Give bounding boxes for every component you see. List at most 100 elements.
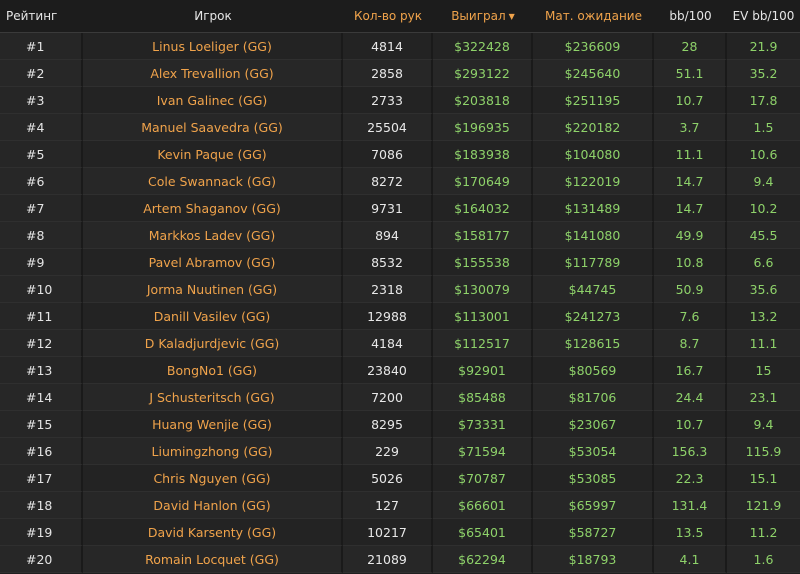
hands-count: 127 — [343, 492, 433, 519]
player-name-link[interactable]: Pavel Abramov (GG) — [83, 249, 343, 276]
player-name-link[interactable]: D Kaladjurdjevic (GG) — [83, 330, 343, 357]
rank-cell: #13 — [0, 357, 83, 384]
header-rank[interactable]: Рейтинг — [0, 0, 83, 33]
expected-value: $251195 — [533, 87, 654, 114]
bb100-value: 10.7 — [654, 411, 727, 438]
table-row[interactable]: #17 Chris Nguyen (GG) 5026 $70787 $53085 22.3… — [0, 465, 800, 492]
table-row[interactable]: #12 D Kaladjurdjevic (GG) 4184 $112517 $1286… — [0, 330, 800, 357]
rank-cell: #3 — [0, 87, 83, 114]
player-name-link[interactable]: Jorma Nuutinen (GG) — [83, 276, 343, 303]
evbb100-value: 9.4 — [727, 411, 800, 438]
bb100-value: 11.1 — [654, 141, 727, 168]
header-player[interactable]: Игрок — [83, 0, 343, 33]
won-amount: $92901 — [433, 357, 533, 384]
hands-count: 10217 — [343, 519, 433, 546]
expected-value: $53054 — [533, 438, 654, 465]
hands-count: 25504 — [343, 114, 433, 141]
table-row[interactable]: #13 BongNo1 (GG) 23840 $92901 $80569 16.7 15 — [0, 357, 800, 384]
bb100-value: 131.4 — [654, 492, 727, 519]
player-name-link[interactable]: Huang Wenjie (GG) — [83, 411, 343, 438]
won-amount: $66601 — [433, 492, 533, 519]
evbb100-value: 1.6 — [727, 546, 800, 573]
hands-count: 21089 — [343, 546, 433, 573]
expected-value: $18793 — [533, 546, 654, 573]
table-row[interactable]: #3 Ivan Galinec (GG) 2733 $203818 $251195 10.… — [0, 87, 800, 114]
expected-value: $141080 — [533, 222, 654, 249]
bb100-value: 16.7 — [654, 357, 727, 384]
table-row[interactable]: #7 Artem Shaganov (GG) 9731 $164032 $131489 1… — [0, 195, 800, 222]
rank-cell: #8 — [0, 222, 83, 249]
won-amount: $196935 — [433, 114, 533, 141]
table-row[interactable]: #16 Liumingzhong (GG) 229 $71594 $53054 156.3… — [0, 438, 800, 465]
rank-cell: #18 — [0, 492, 83, 519]
evbb100-value: 15.1 — [727, 465, 800, 492]
rank-cell: #9 — [0, 249, 83, 276]
evbb100-value: 23.1 — [727, 384, 800, 411]
player-name-link[interactable]: Manuel Saavedra (GG) — [83, 114, 343, 141]
evbb100-value: 121.9 — [727, 492, 800, 519]
player-name-link[interactable]: Artem Shaganov (GG) — [83, 195, 343, 222]
evbb100-value: 35.2 — [727, 60, 800, 87]
player-name-link[interactable]: J Schusteritsch (GG) — [83, 384, 343, 411]
table-row[interactable]: #8 Markkos Ladev (GG) 894 $158177 $141080 49.… — [0, 222, 800, 249]
evbb100-value: 115.9 — [727, 438, 800, 465]
table-row[interactable]: #18 David Hanlon (GG) 127 $66601 $65997 131.4… — [0, 492, 800, 519]
table-row[interactable]: #15 Huang Wenjie (GG) 8295 $73331 $23067 10.7… — [0, 411, 800, 438]
player-name-link[interactable]: Markkos Ladev (GG) — [83, 222, 343, 249]
table-row[interactable]: #10 Jorma Nuutinen (GG) 2318 $130079 $44745 5… — [0, 276, 800, 303]
player-name-link[interactable]: David Karsenty (GG) — [83, 519, 343, 546]
won-amount: $155538 — [433, 249, 533, 276]
bb100-value: 3.7 — [654, 114, 727, 141]
hands-count: 2318 — [343, 276, 433, 303]
bb100-value: 13.5 — [654, 519, 727, 546]
bb100-value: 10.7 — [654, 87, 727, 114]
won-amount: $70787 — [433, 465, 533, 492]
table-row[interactable]: #11 Danill Vasilev (GG) 12988 $113001 $24127… — [0, 303, 800, 330]
bb100-value: 10.8 — [654, 249, 727, 276]
player-name-link[interactable]: Linus Loeliger (GG) — [83, 33, 343, 60]
rank-cell: #15 — [0, 411, 83, 438]
player-name-link[interactable]: Kevin Paque (GG) — [83, 141, 343, 168]
won-amount: $112517 — [433, 330, 533, 357]
header-won[interactable]: Выиграл ▼ — [433, 0, 533, 33]
table-row[interactable]: #19 David Karsenty (GG) 10217 $65401 $58727 1… — [0, 519, 800, 546]
expected-value: $131489 — [533, 195, 654, 222]
player-name-link[interactable]: Danill Vasilev (GG) — [83, 303, 343, 330]
rank-cell: #14 — [0, 384, 83, 411]
player-name-link[interactable]: Chris Nguyen (GG) — [83, 465, 343, 492]
rank-cell: #10 — [0, 276, 83, 303]
player-name-link[interactable]: BongNo1 (GG) — [83, 357, 343, 384]
won-amount: $65401 — [433, 519, 533, 546]
player-name-link[interactable]: David Hanlon (GG) — [83, 492, 343, 519]
bb100-value: 24.4 — [654, 384, 727, 411]
expected-value: $44745 — [533, 276, 654, 303]
header-hands[interactable]: Кол-во рук — [343, 0, 433, 33]
table-row[interactable]: #4 Manuel Saavedra (GG) 25504 $196935 $22018… — [0, 114, 800, 141]
player-name-link[interactable]: Ivan Galinec (GG) — [83, 87, 343, 114]
player-name-link[interactable]: Liumingzhong (GG) — [83, 438, 343, 465]
player-name-link[interactable]: Cole Swannack (GG) — [83, 168, 343, 195]
rank-cell: #12 — [0, 330, 83, 357]
table-body: #1 Linus Loeliger (GG) 4814 $322428 $236609 2… — [0, 33, 800, 573]
table-row[interactable]: #14 J Schusteritsch (GG) 7200 $85488 $81706 2… — [0, 384, 800, 411]
table-row[interactable]: #2 Alex Trevallion (GG) 2858 $293122 $245640… — [0, 60, 800, 87]
evbb100-value: 17.8 — [727, 87, 800, 114]
table-row[interactable]: #20 Romain Locquet (GG) 21089 $62294 $18793 4… — [0, 546, 800, 573]
evbb100-value: 35.6 — [727, 276, 800, 303]
player-name-link[interactable]: Alex Trevallion (GG) — [83, 60, 343, 87]
evbb100-value: 21.9 — [727, 33, 800, 60]
expected-value: $58727 — [533, 519, 654, 546]
table-row[interactable]: #6 Cole Swannack (GG) 8272 $170649 $122019 14… — [0, 168, 800, 195]
player-name-link[interactable]: Romain Locquet (GG) — [83, 546, 343, 573]
header-bb100[interactable]: bb/100 — [654, 0, 727, 33]
table-row[interactable]: #5 Kevin Paque (GG) 7086 $183938 $104080 11.1… — [0, 141, 800, 168]
table-row[interactable]: #9 Pavel Abramov (GG) 8532 $155538 $117789 10… — [0, 249, 800, 276]
header-ev[interactable]: Мат. ожидание — [533, 0, 654, 33]
rank-cell: #7 — [0, 195, 83, 222]
header-evbb100[interactable]: EV bb/100 — [727, 0, 800, 33]
won-amount: $71594 — [433, 438, 533, 465]
won-amount: $170649 — [433, 168, 533, 195]
table-row[interactable]: #1 Linus Loeliger (GG) 4814 $322428 $236609 2… — [0, 33, 800, 60]
bb100-value: 22.3 — [654, 465, 727, 492]
